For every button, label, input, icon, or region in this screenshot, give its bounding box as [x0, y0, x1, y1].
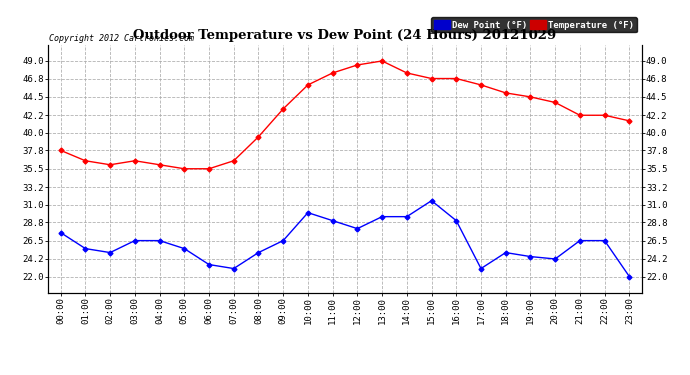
- Legend: Dew Point (°F), Temperature (°F): Dew Point (°F), Temperature (°F): [431, 17, 637, 32]
- Text: Copyright 2012 Cartronics.com: Copyright 2012 Cartronics.com: [50, 33, 195, 42]
- Title: Outdoor Temperature vs Dew Point (24 Hours) 20121029: Outdoor Temperature vs Dew Point (24 Hou…: [133, 30, 557, 42]
